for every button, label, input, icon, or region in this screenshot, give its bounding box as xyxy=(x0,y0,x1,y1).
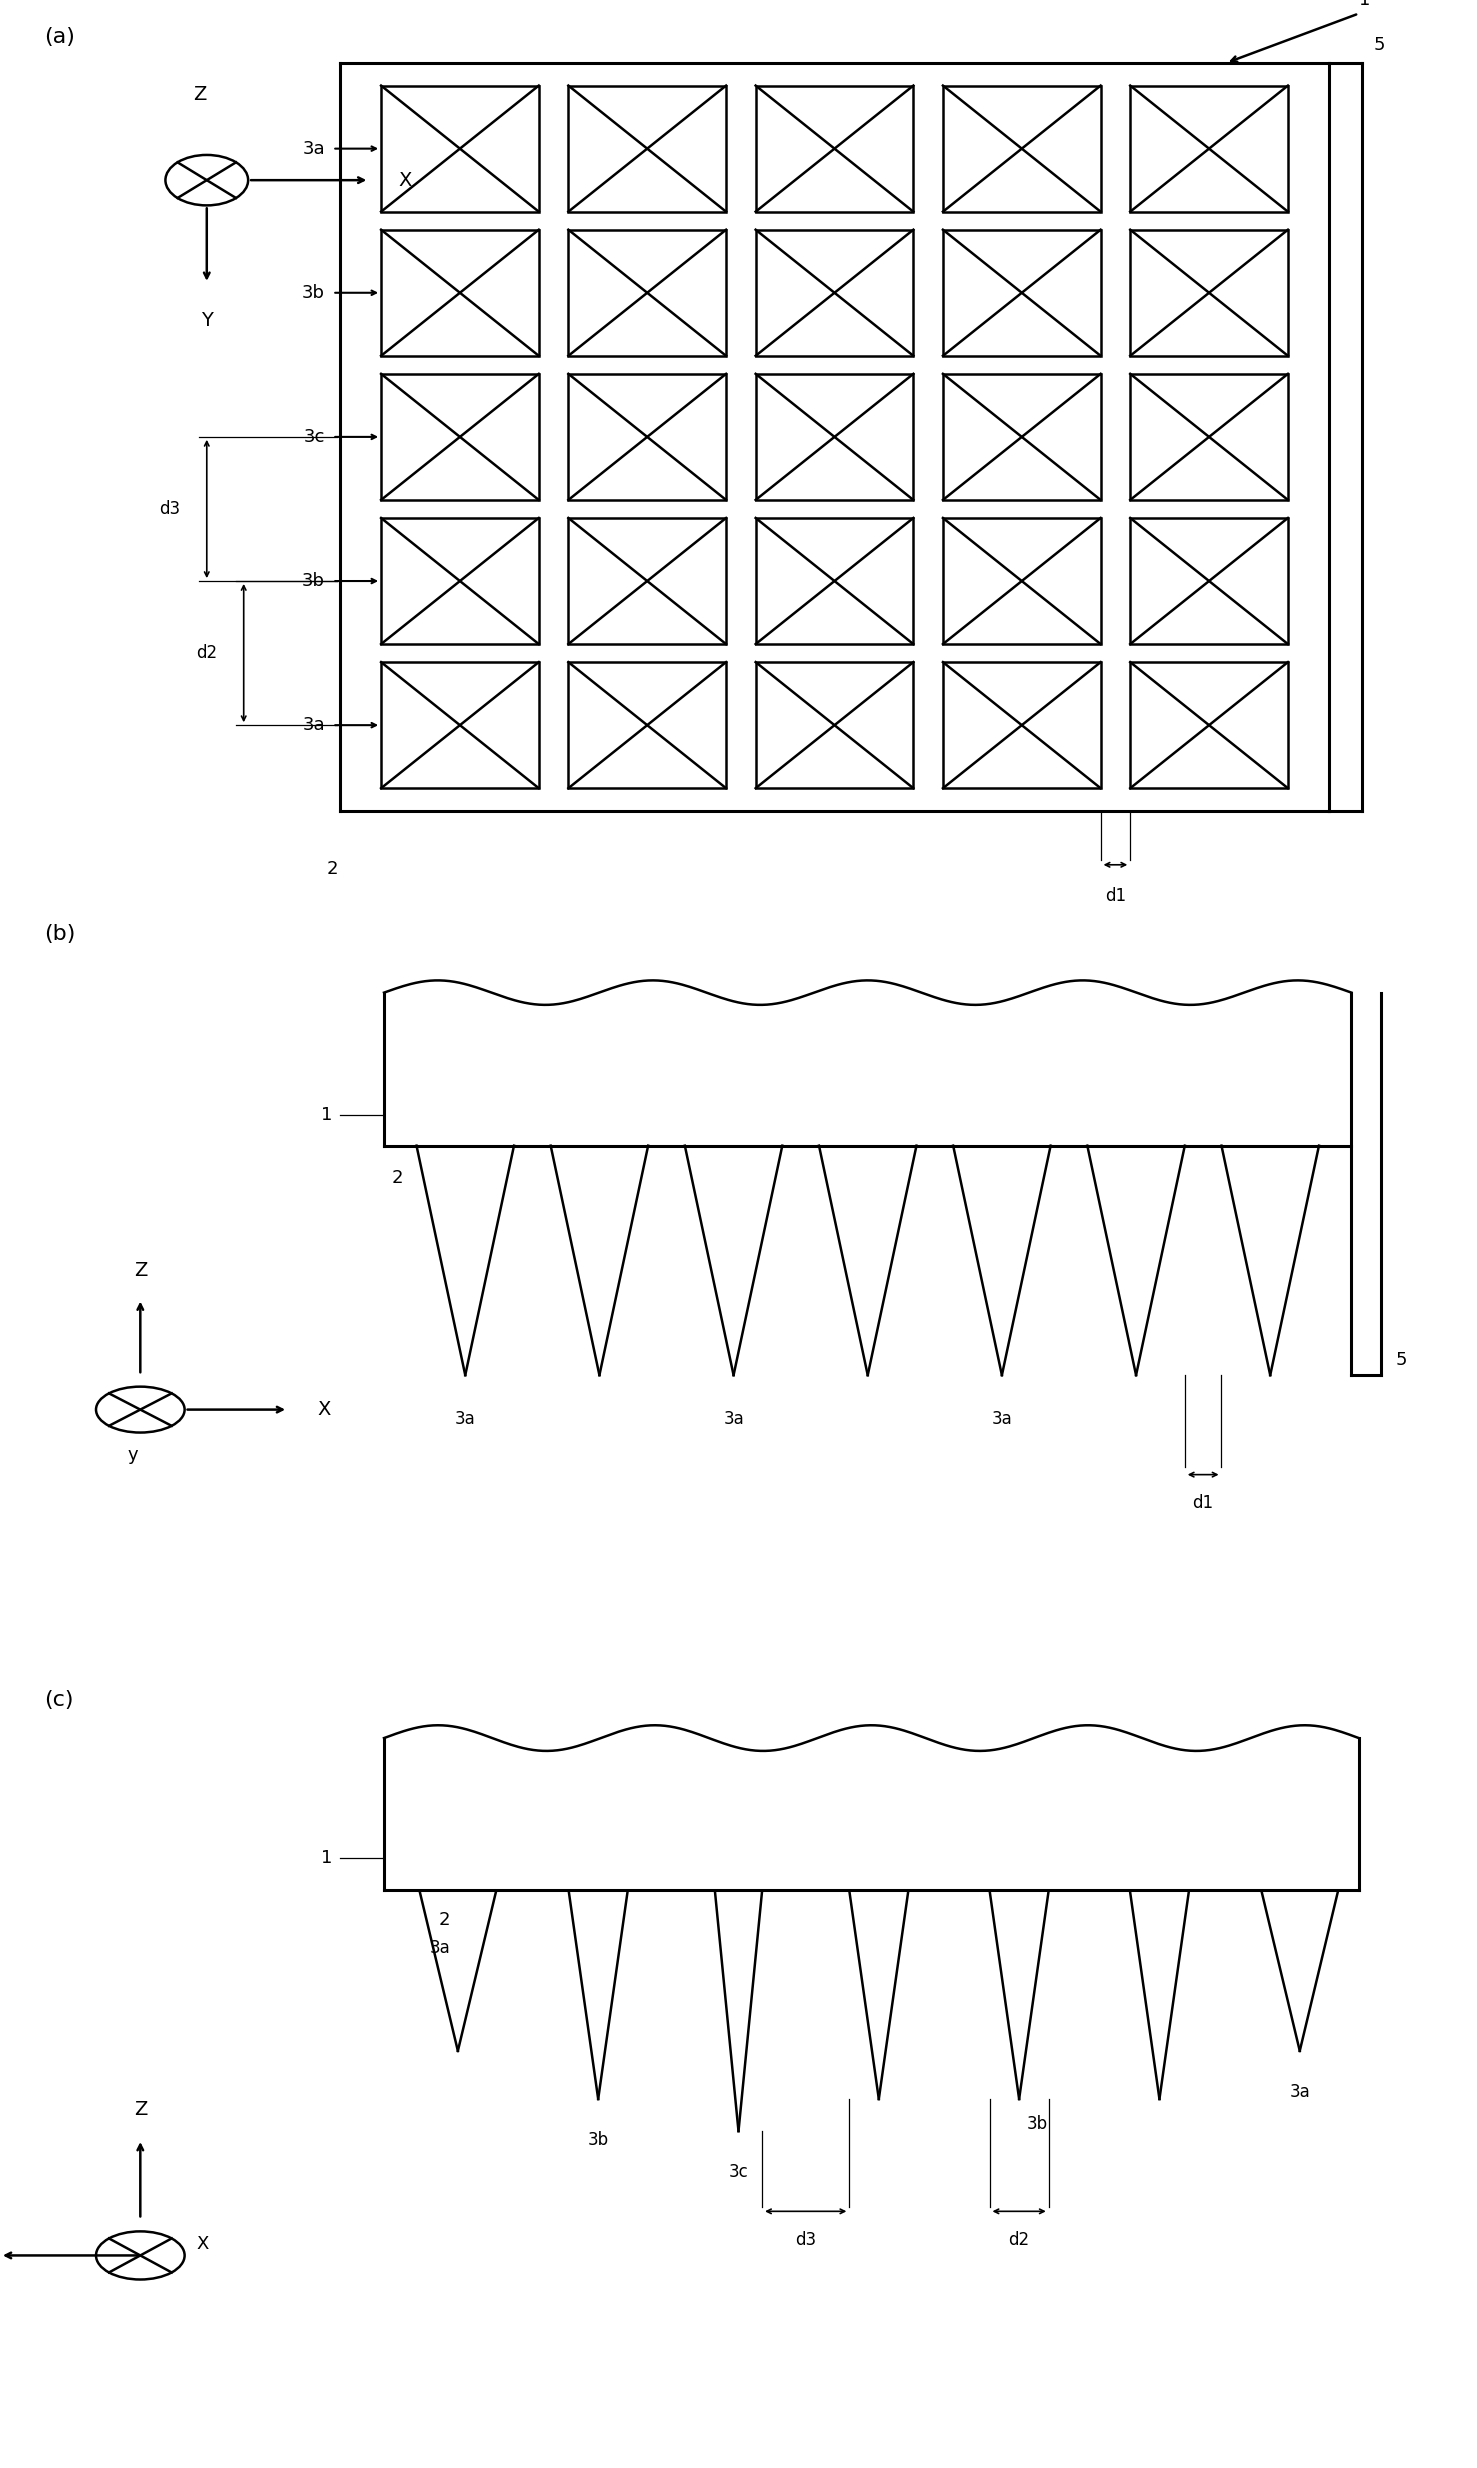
Text: 2: 2 xyxy=(439,1910,450,1928)
Bar xyxy=(381,86,539,212)
Text: d1: d1 xyxy=(1105,888,1125,906)
Text: d2: d2 xyxy=(1009,2231,1029,2248)
Text: Z: Z xyxy=(192,84,207,104)
Text: 2: 2 xyxy=(326,861,338,879)
Text: 3b: 3b xyxy=(301,284,325,301)
Text: (a): (a) xyxy=(44,27,75,47)
Bar xyxy=(569,230,727,355)
Text: 1: 1 xyxy=(321,1849,332,1868)
Text: 5: 5 xyxy=(1374,37,1385,54)
Text: 3b: 3b xyxy=(301,573,325,590)
Text: X: X xyxy=(318,1399,331,1419)
Text: 3a: 3a xyxy=(724,1409,744,1427)
Text: 3a: 3a xyxy=(1289,2083,1310,2100)
Text: 5: 5 xyxy=(1396,1350,1408,1370)
Text: Z: Z xyxy=(133,2100,148,2120)
Text: X: X xyxy=(196,2236,208,2253)
Bar xyxy=(1130,230,1288,355)
Text: 3a: 3a xyxy=(303,716,325,733)
Bar xyxy=(569,373,727,501)
Bar xyxy=(756,518,913,644)
Text: d1: d1 xyxy=(1192,1493,1214,1513)
Bar xyxy=(942,518,1100,644)
Text: 3b: 3b xyxy=(1027,2115,1047,2132)
Bar xyxy=(756,230,913,355)
Text: 1: 1 xyxy=(1359,0,1371,10)
Bar xyxy=(381,373,539,501)
Bar xyxy=(569,518,727,644)
Text: 3b: 3b xyxy=(588,2132,609,2150)
Text: 3a: 3a xyxy=(455,1409,476,1427)
Bar xyxy=(1130,661,1288,787)
Bar xyxy=(569,86,727,212)
Bar xyxy=(1130,373,1288,501)
Text: Z: Z xyxy=(133,1261,148,1278)
Bar xyxy=(1130,518,1288,644)
Text: 3a: 3a xyxy=(303,141,325,158)
Bar xyxy=(381,518,539,644)
Text: X: X xyxy=(399,170,412,190)
Text: 2: 2 xyxy=(391,1170,403,1187)
Bar xyxy=(942,86,1100,212)
Text: d3: d3 xyxy=(795,2231,817,2248)
Bar xyxy=(569,661,727,787)
Bar xyxy=(756,661,913,787)
Bar xyxy=(942,373,1100,501)
Text: 3a: 3a xyxy=(991,1409,1012,1427)
Text: (b): (b) xyxy=(44,923,75,943)
Bar xyxy=(1130,86,1288,212)
Text: d3: d3 xyxy=(160,501,180,518)
Text: d2: d2 xyxy=(196,644,217,661)
Bar xyxy=(942,661,1100,787)
Text: 3c: 3c xyxy=(304,427,325,447)
Text: 3c: 3c xyxy=(728,2162,749,2182)
Text: Y: Y xyxy=(201,311,213,331)
Text: 3a: 3a xyxy=(430,1940,450,1957)
Bar xyxy=(381,661,539,787)
Text: (c): (c) xyxy=(44,1691,74,1710)
Bar xyxy=(942,230,1100,355)
Bar xyxy=(756,373,913,501)
Bar xyxy=(381,230,539,355)
Text: 1: 1 xyxy=(321,1106,332,1123)
Text: y: y xyxy=(127,1446,139,1464)
Bar xyxy=(756,86,913,212)
